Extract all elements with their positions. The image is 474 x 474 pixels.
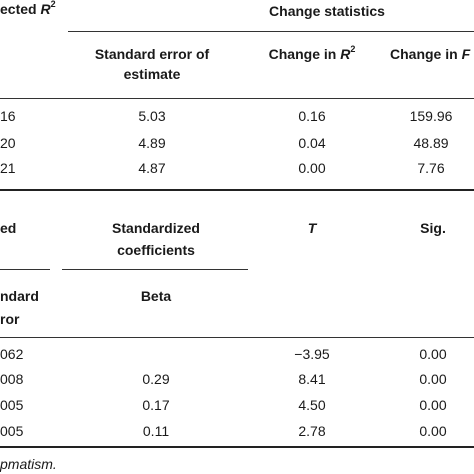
change-f-cell: 7.76 — [417, 160, 445, 176]
sig-cell: 0.00 — [419, 423, 447, 439]
unstandardized-header-partial: ed — [0, 220, 17, 236]
t-cell: 8.41 — [298, 371, 326, 387]
change-r2-header: Change in R2 — [268, 44, 356, 62]
std-coef-header-line1: Standardized — [112, 220, 200, 236]
adjusted-r2-cell: 21 — [0, 160, 16, 176]
std-error-cell: 4.89 — [138, 135, 166, 151]
sig-cell: 0.00 — [419, 371, 447, 387]
std-error-header-partial-line1: ndard — [0, 288, 39, 304]
adjusted-r2-header-text: ected — [0, 1, 41, 17]
adjusted-r2-superscript: 2 — [50, 0, 56, 10]
beta-cell: 0.29 — [142, 371, 170, 387]
adjusted-r2-symbol: R — [40, 1, 51, 17]
adjusted-r2-header: ected R2 — [0, 0, 56, 17]
change-r2-cell: 0.16 — [298, 108, 326, 124]
change-statistics-header: Change statistics — [269, 3, 385, 19]
sig-cell: 0.00 — [419, 346, 447, 362]
adjusted-r2-cell: 20 — [0, 135, 16, 151]
change-f-symbol: F — [461, 46, 471, 62]
beta-header: Beta — [140, 288, 172, 304]
std-error-header-line1: Standard error of — [94, 46, 210, 62]
std-error-header-partial-line2: ror — [0, 311, 20, 327]
std-error-cell: 008 — [0, 371, 24, 387]
t-cell: 4.50 — [298, 397, 326, 413]
std-coef-header-line2: coefficients — [117, 242, 195, 258]
beta-cell: 0.17 — [142, 397, 170, 413]
std-error-cell: 005 — [0, 397, 24, 413]
bottom-table-header-rule — [0, 337, 474, 338]
change-f-header-text: Change in — [390, 46, 462, 62]
change-r2-cell: 0.04 — [298, 135, 326, 151]
change-r2-cell: 0.00 — [298, 160, 326, 176]
std-error-cell: 062 — [0, 346, 24, 362]
sig-header: Sig. — [420, 220, 446, 236]
change-r2-superscript: 2 — [350, 44, 356, 55]
top-table-header-rule — [0, 98, 474, 99]
change-f-cell: 159.96 — [409, 108, 453, 124]
std-error-header-line2: estimate — [123, 66, 181, 82]
top-table-bottom-rule — [0, 189, 474, 191]
change-r2-header-text: Change in — [268, 46, 341, 62]
std-error-cell: 5.03 — [138, 108, 166, 124]
t-cell: −3.95 — [294, 346, 330, 362]
t-cell: 2.78 — [298, 423, 326, 439]
t-header: T — [307, 220, 317, 236]
change-r2-symbol: R — [340, 46, 351, 62]
change-statistics-rule — [68, 31, 474, 32]
adjusted-r2-cell: 16 — [0, 108, 16, 124]
std-coef-rule — [62, 269, 248, 270]
unstandardized-rule — [0, 269, 50, 270]
bottom-table-bottom-rule — [0, 446, 474, 448]
std-error-cell: 005 — [0, 423, 24, 439]
change-f-header: Change in F — [390, 47, 470, 61]
table-footnote: pmatism. — [0, 456, 57, 472]
sig-cell: 0.00 — [419, 397, 447, 413]
std-error-cell: 4.87 — [138, 160, 166, 176]
beta-cell: 0.11 — [142, 423, 170, 439]
change-f-cell: 48.89 — [413, 135, 449, 151]
